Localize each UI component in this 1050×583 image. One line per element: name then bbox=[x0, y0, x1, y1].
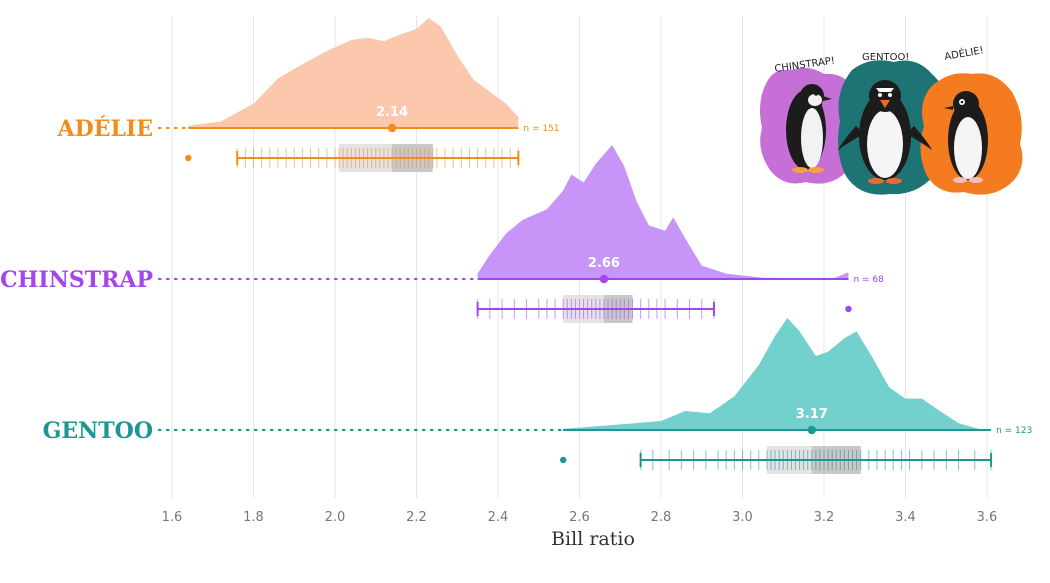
chinstrap-penguin bbox=[786, 84, 832, 173]
x-tick-label: 2.6 bbox=[569, 510, 590, 525]
n-label: n = 68 bbox=[853, 275, 884, 285]
series-adlie: 2.14 n = 151 ADÉLIE bbox=[57, 18, 560, 172]
outlier-point bbox=[185, 154, 192, 162]
x-tick-label: 2.4 bbox=[488, 510, 509, 525]
x-tick-label: 2.8 bbox=[651, 510, 672, 525]
gentoo-penguin bbox=[838, 80, 932, 184]
x-axis-title: Bill ratio bbox=[551, 528, 635, 550]
series-chinstrap: 2.66 n = 68 CHINSTRAP bbox=[0, 145, 884, 323]
n-label: n = 123 bbox=[996, 426, 1032, 436]
density-area bbox=[477, 145, 849, 279]
series-layer: 2.14 n = 151 ADÉLIE 2.66 n = 68 CHINSTRAP 3.17… bbox=[0, 18, 1032, 474]
adelie-penguin bbox=[944, 91, 988, 183]
x-tick-label: 3.6 bbox=[977, 510, 998, 525]
x-tick-label: 2.2 bbox=[406, 510, 427, 525]
outlier-point bbox=[845, 305, 852, 313]
species-label: GENTOO bbox=[43, 418, 153, 444]
mean-label: 2.14 bbox=[376, 105, 408, 120]
n-label: n = 151 bbox=[523, 124, 559, 134]
mean-label: 2.66 bbox=[588, 256, 620, 271]
adelie-art-label: ADÉLIE! bbox=[943, 43, 984, 63]
species-label: CHINSTRAP bbox=[0, 267, 153, 293]
density-area bbox=[563, 318, 979, 430]
x-tick-label: 3.4 bbox=[895, 510, 916, 525]
outlier-point bbox=[560, 456, 567, 464]
mean-label: 3.17 bbox=[796, 407, 828, 422]
x-tick-label: 1.6 bbox=[162, 510, 183, 525]
gentoo-art-label: GENTOO! bbox=[862, 52, 909, 63]
penguin-illustration: CHINSTRAP! GENTOO! ADÉLIE! bbox=[760, 43, 1023, 195]
x-tick-label: 2.0 bbox=[325, 510, 346, 525]
species-label: ADÉLIE bbox=[57, 115, 153, 142]
x-axis-ticks: 1.6 1.8 2.0 2.2 2.4 2.6 2.8 3.0 3.2 3.4 3.6 bbox=[162, 510, 998, 525]
mean-point bbox=[387, 123, 397, 133]
series-gentoo: 3.17 n = 123 GENTOO bbox=[43, 318, 1032, 474]
x-tick-label: 3.0 bbox=[732, 510, 753, 525]
x-tick-label: 3.2 bbox=[814, 510, 835, 525]
x-tick-label: 1.8 bbox=[243, 510, 264, 525]
density-area bbox=[188, 18, 519, 128]
mean-point bbox=[807, 425, 816, 435]
mean-point bbox=[599, 274, 609, 284]
